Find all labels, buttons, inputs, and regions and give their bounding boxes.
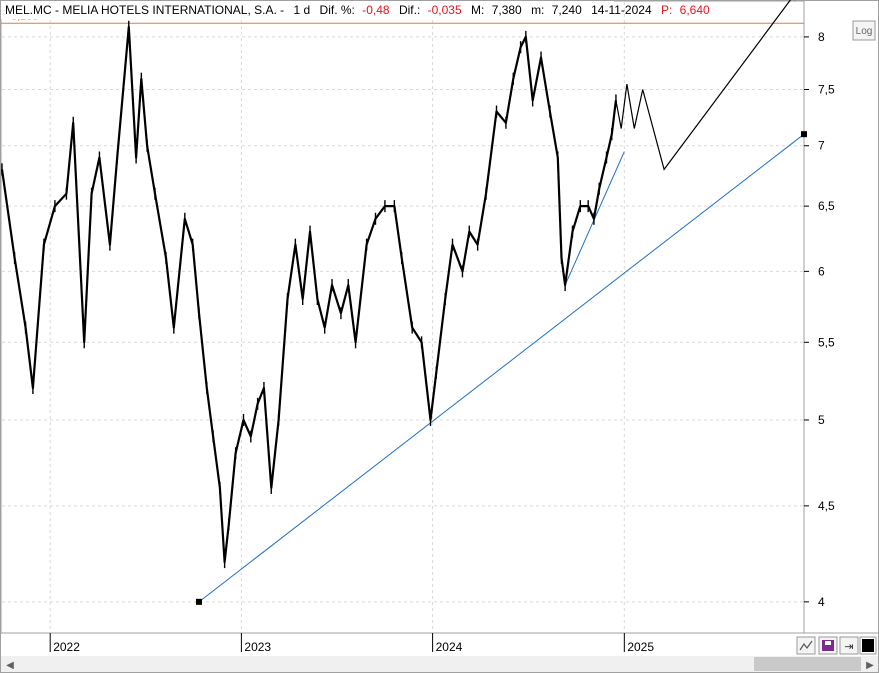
dif-pct-label: Dif. %: [320,3,355,17]
max-label: M: [471,3,484,17]
max-value: 7,380 [492,3,522,17]
save-icon-label [825,641,831,645]
pin-icon: ⇥ [844,640,853,653]
chart-style-button[interactable] [796,636,816,655]
price-label: P: [661,3,672,17]
scrollbar-track [1,656,878,672]
quote-date: 14-11-2024 [591,3,652,17]
plot-area[interactable] [0,0,805,634]
scroll-left-icon[interactable]: ◀ [6,660,14,671]
x-tick-label: 2025 [627,640,654,654]
color-swatch-button[interactable] [859,636,877,655]
chart-style-frame [796,636,816,655]
trendline [198,133,805,603]
price-value: 6,640 [680,3,710,17]
header-background [1,1,614,19]
pin-button[interactable]: ⇥ [839,636,859,655]
log-toggle-frame [852,20,876,41]
price-line [0,25,617,564]
y-tick-label: 7 [818,139,825,153]
min-value: 7,240 [552,3,582,17]
y-tick-label: 7,5 [818,83,835,97]
y-tick-label: 4,5 [818,499,835,513]
x-tick-label: 2024 [436,640,463,654]
y-tick-label: 6 [818,264,825,278]
dif-pct-value: -0,48 [362,3,390,17]
min-label: m: [531,3,544,17]
horizontal-scrollbar[interactable]: ◀ ▶ [1,656,878,672]
dif-label: Dif.: [399,3,420,17]
chart-style-icon [799,640,813,651]
scrollbar-thumb[interactable] [754,657,861,671]
date-axis: 2022 2023 2024 2025 [49,633,654,654]
pin-frame [839,636,859,655]
color-swatch-icon [862,639,874,652]
scroll-right-icon[interactable]: ▶ [866,660,874,671]
log-toggle-label: Log [856,26,873,37]
projection [615,0,796,171]
symbol-name: MEL.MC - MELIA HOTELS INTERNATIONAL, S.A… [5,3,284,17]
x-tick-label: 2022 [53,640,80,654]
price-axis: 44,555,566,577,588,5 [804,30,835,609]
chart-header: MEL.MC - MELIA HOTELS INTERNATIONAL, S.A… [5,3,710,17]
save-button[interactable] [818,636,838,655]
y-tick-label: 5 [818,413,825,427]
grid [2,2,804,633]
trendline-anchor [801,131,807,138]
dif-value: -0,035 [428,3,462,17]
log-toggle-button[interactable]: Log [852,20,876,41]
y-tick-label: 5,5 [818,335,835,349]
price-series [0,20,617,569]
projection-path [615,0,792,171]
save-icon [822,640,834,651]
x-tick-label: 2023 [244,640,271,654]
interval: 1 d [294,3,311,17]
y-tick-label: 8 [818,30,825,44]
trendline-anchor [195,598,202,605]
y-tick-label: 4 [818,595,825,609]
y-tick-label: 6,5 [818,199,835,213]
